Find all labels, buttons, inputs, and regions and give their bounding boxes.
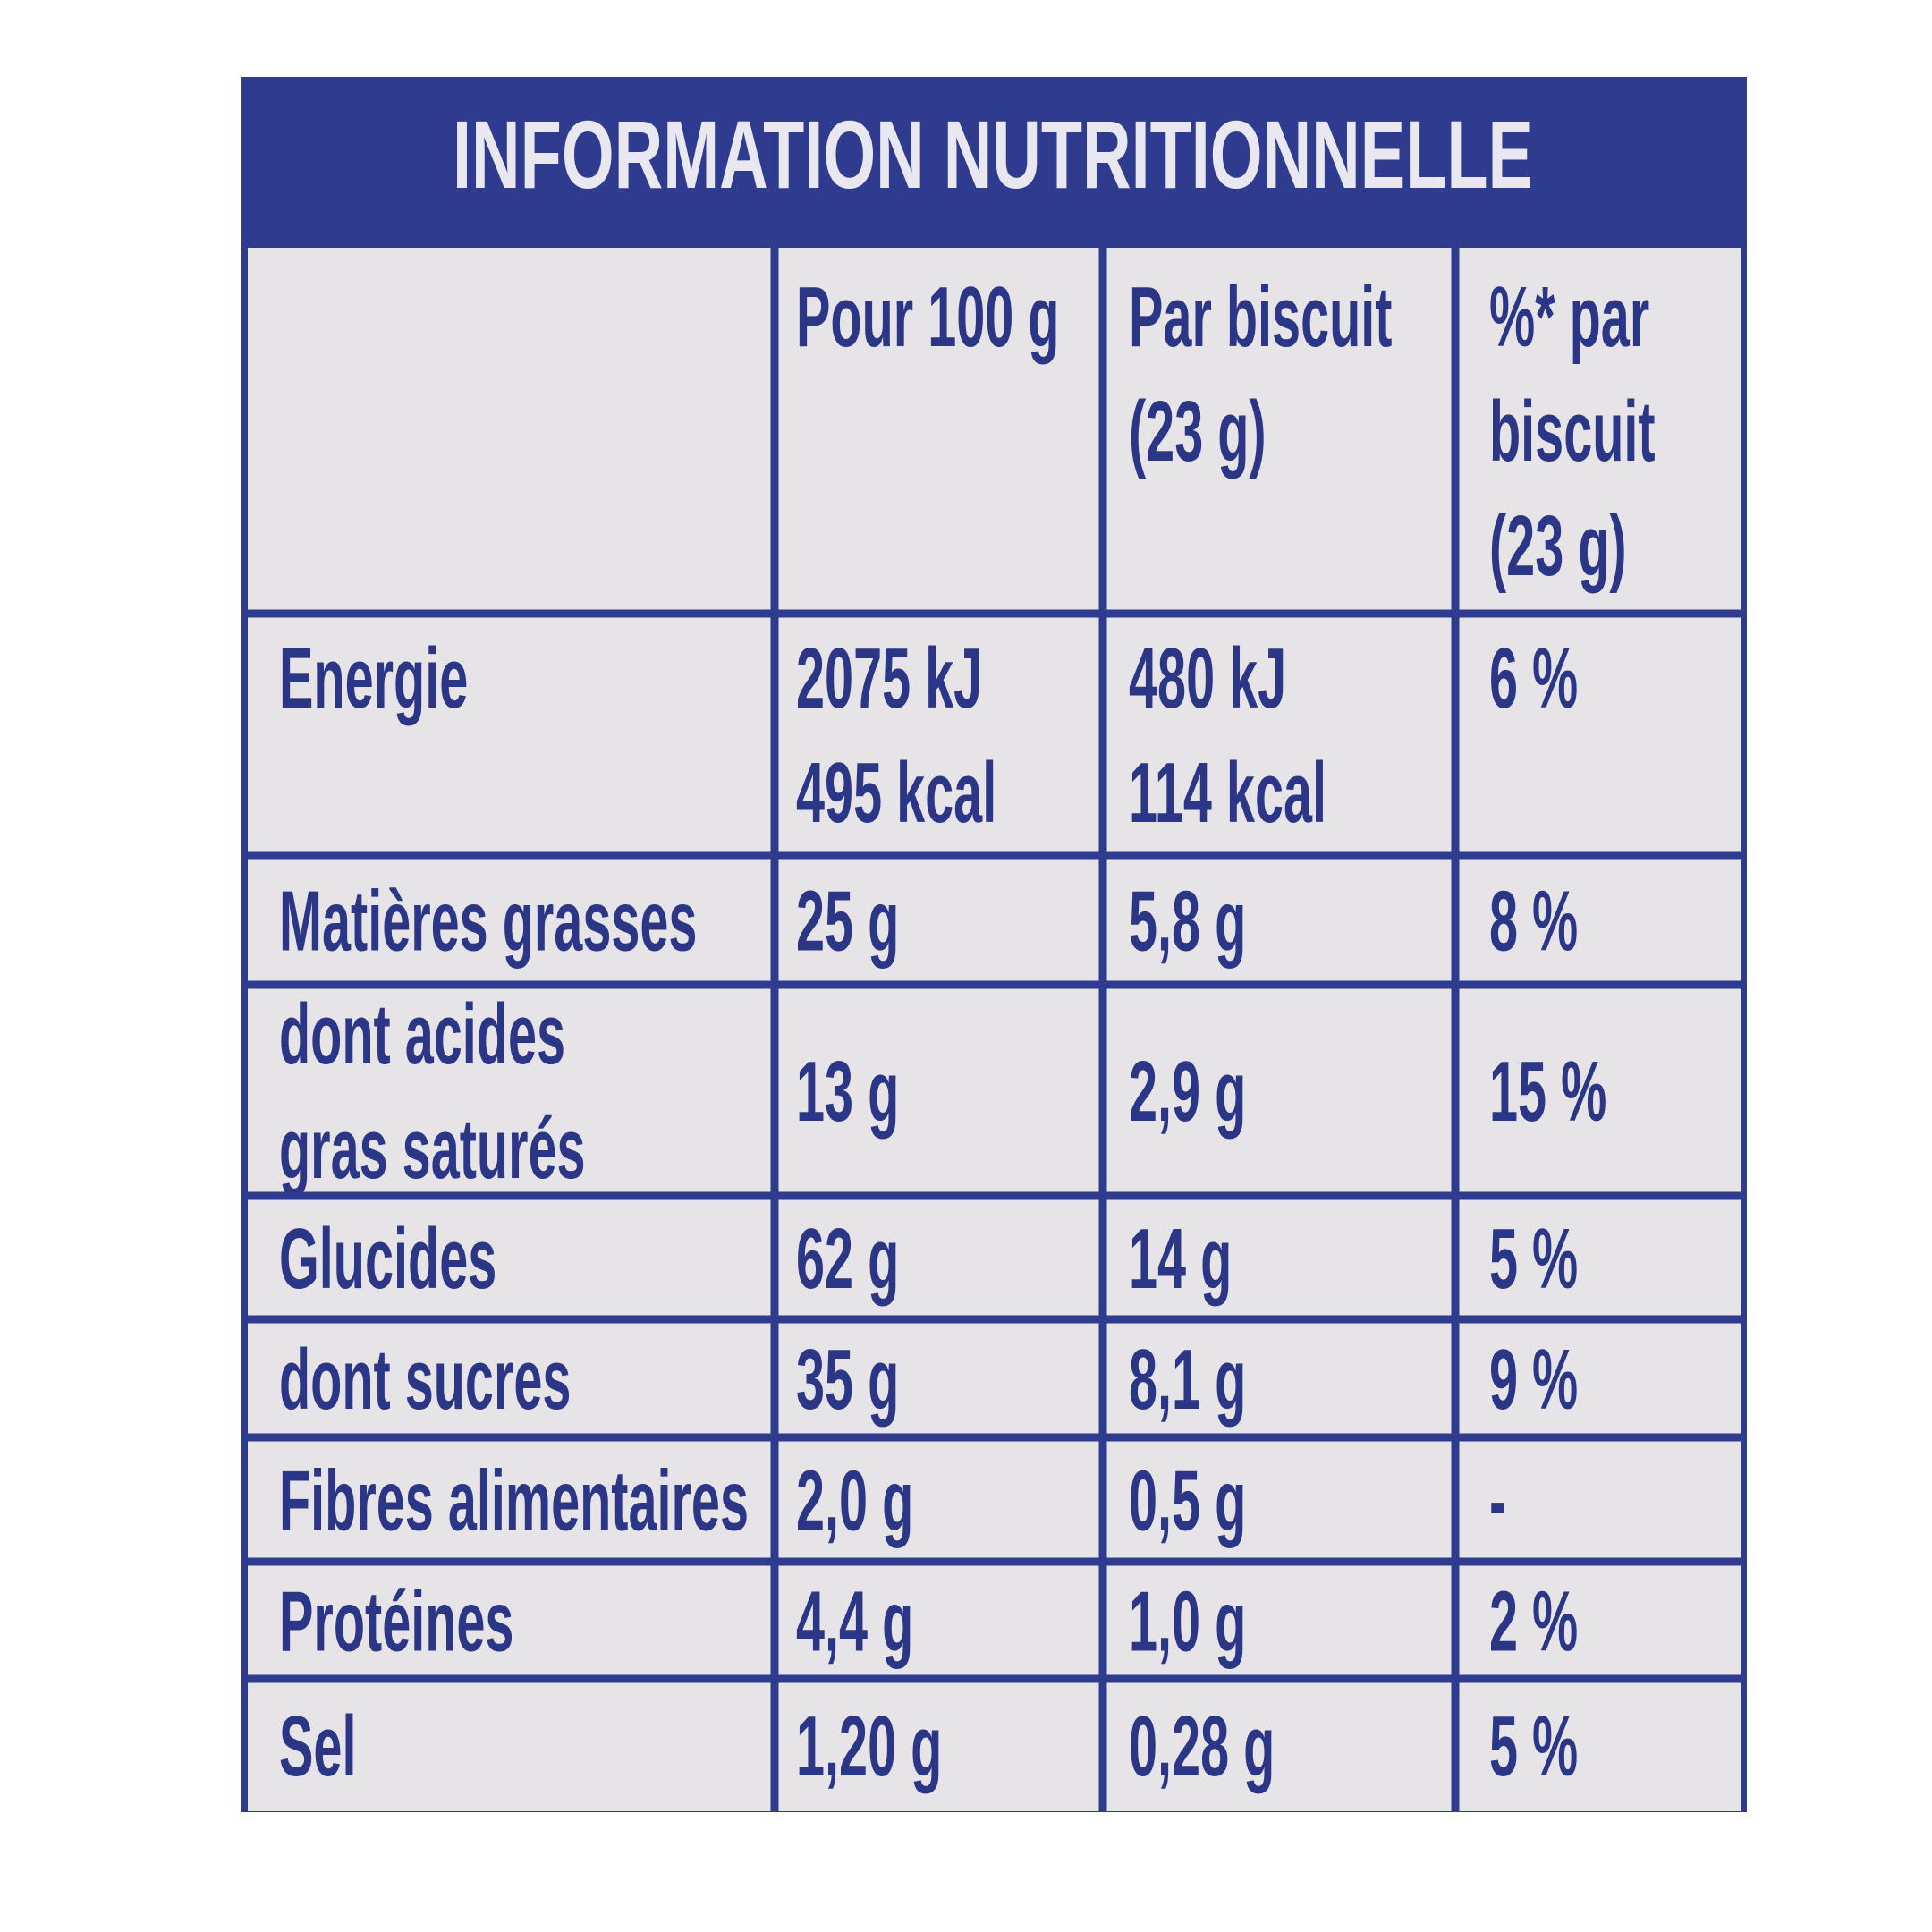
cell-text: Protéines: [279, 1572, 513, 1669]
text-group: Matières grasses: [279, 872, 697, 969]
cell-text: Fibres alimentaires: [279, 1452, 749, 1548]
cell-text: 9 %: [1489, 1331, 1578, 1428]
cell-text: Matières grasses: [279, 872, 697, 969]
text-group: 5,8 g: [1129, 872, 1246, 969]
text-group: 495 kcal: [796, 744, 996, 841]
cell-text: gras saturés: [279, 1100, 586, 1197]
cell-text: (23 g): [1489, 497, 1627, 594]
cell-text: dont acides: [279, 986, 565, 1082]
title: INFORMATION NUTRITIONNELLE: [453, 101, 1533, 208]
text-group: gras saturés: [279, 1100, 586, 1197]
text-group: 2,0 g: [796, 1452, 913, 1548]
text-group: 8,1 g: [1129, 1331, 1246, 1428]
text-group: dont acides: [279, 986, 565, 1082]
text-group: (23 g): [1129, 383, 1267, 479]
cell-text: 1,0 g: [1129, 1572, 1246, 1669]
text-group: 2075 kJ: [796, 630, 982, 726]
text-group: 114 kcal: [1129, 744, 1326, 841]
text-group: (23 g): [1489, 497, 1627, 594]
text-group: 1,0 g: [1129, 1572, 1246, 1669]
text-group: biscuit: [1489, 383, 1656, 479]
cell-text: 1,20 g: [796, 1698, 942, 1794]
text-group: 6 %: [1489, 630, 1578, 726]
text-group: 8 %: [1489, 872, 1578, 969]
text-group: 0,5 g: [1129, 1452, 1246, 1548]
text-group: 5 %: [1489, 1210, 1578, 1307]
cell-text: 35 g: [796, 1331, 899, 1428]
cell-text: 2,0 g: [796, 1452, 913, 1548]
text-group: 5 %: [1489, 1698, 1578, 1794]
text-group: 9 %: [1489, 1331, 1578, 1428]
cell-text: 62 g: [796, 1210, 899, 1307]
cell-text: 25 g: [796, 872, 899, 969]
text-group: 25 g: [796, 872, 899, 969]
cell-text: dont sucres: [279, 1331, 571, 1428]
cell-text: 13 g: [796, 1043, 899, 1140]
cell-text: 14 g: [1129, 1210, 1232, 1307]
text-group: 480 kJ: [1129, 630, 1286, 726]
text-group: 35 g: [796, 1331, 899, 1428]
cell-text: Sel: [279, 1698, 356, 1794]
cell-text: 114 kcal: [1129, 744, 1326, 841]
text-group: Fibres alimentaires: [279, 1452, 749, 1548]
cell-text: 6 %: [1489, 630, 1578, 726]
cell-text: 480 kJ: [1129, 630, 1286, 726]
text-group: Pour 100 g: [796, 268, 1059, 365]
text-group: 14 g: [1129, 1210, 1232, 1307]
cell-text: Pour 100 g: [796, 268, 1059, 365]
cell-text: 4,4 g: [796, 1572, 913, 1669]
text-group: Glucides: [279, 1210, 496, 1307]
cell-text: -: [1489, 1452, 1506, 1548]
text-group: 2,9 g: [1129, 1043, 1246, 1140]
text-group: Par biscuit: [1129, 268, 1392, 365]
text-group: Protéines: [279, 1572, 513, 1669]
text-group: Sel: [279, 1698, 356, 1794]
text-group: dont sucres: [279, 1331, 571, 1428]
table-background: [248, 248, 1741, 1811]
text-group: 15 %: [1489, 1043, 1606, 1140]
cell-text: 2075 kJ: [796, 630, 982, 726]
cell-text: 495 kcal: [796, 744, 996, 841]
text-group: 4,4 g: [796, 1572, 913, 1669]
cell-text: Glucides: [279, 1210, 496, 1307]
cell-text: 8 %: [1489, 872, 1578, 969]
text-group: Energie: [279, 630, 468, 726]
text-group: %* par: [1489, 268, 1649, 365]
cell-text: 2,9 g: [1129, 1043, 1246, 1140]
cell-text: (23 g): [1129, 383, 1267, 479]
cell-text: 5,8 g: [1129, 872, 1246, 969]
cell-text: 5 %: [1489, 1698, 1578, 1794]
cell-text: Energie: [279, 630, 468, 726]
cell-text: biscuit: [1489, 383, 1656, 479]
text-group: -: [1489, 1452, 1506, 1548]
cell-text: 8,1 g: [1129, 1331, 1246, 1428]
cell-text: Par biscuit: [1129, 268, 1392, 365]
text-group: INFORMATION NUTRITIONNELLE: [453, 101, 1533, 208]
text-group: 1,20 g: [796, 1698, 942, 1794]
cell-text: 2 %: [1489, 1572, 1578, 1669]
cell-text: %* par: [1489, 268, 1649, 365]
text-group: 0,28 g: [1129, 1698, 1275, 1794]
cell-text: 5 %: [1489, 1210, 1578, 1307]
text-group: 13 g: [796, 1043, 899, 1140]
cell-text: 15 %: [1489, 1043, 1606, 1140]
text-group: 62 g: [796, 1210, 899, 1307]
cell-text: 0,28 g: [1129, 1698, 1275, 1794]
cell-text: 0,5 g: [1129, 1452, 1246, 1548]
text-group: 2 %: [1489, 1572, 1578, 1669]
